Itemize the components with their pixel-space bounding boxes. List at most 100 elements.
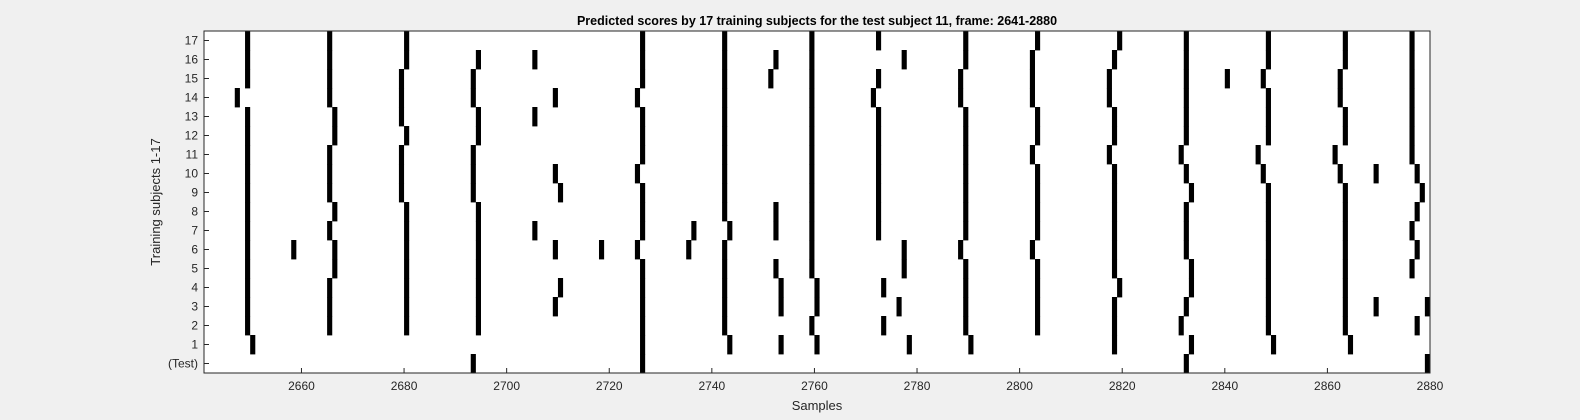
x-tick-label-2820: 2820 — [1109, 379, 1136, 393]
mark-row-8-2743 — [722, 202, 728, 222]
y-tick-label-10: 10 — [185, 167, 199, 181]
mark-row-14-2877 — [1409, 88, 1415, 108]
mark-row-11-2803 — [1029, 145, 1036, 165]
mark-row-7-2681 — [404, 221, 410, 241]
mark-row-3-2710 — [552, 297, 558, 317]
mark-row-6-2803 — [1029, 240, 1036, 260]
mark-row-4-2790 — [963, 278, 969, 298]
mark-row-11-2862 — [1332, 145, 1338, 165]
mark-row-11-2743 — [722, 145, 728, 165]
mark-row-15-2680 — [398, 69, 405, 89]
mark-row-4-2820 — [1117, 278, 1123, 298]
mark-row-14-2694 — [470, 88, 476, 108]
mark-row-16-2681 — [404, 50, 410, 70]
mark-row-15-2803 — [1029, 69, 1036, 89]
mark-row-9-2773 — [875, 183, 882, 203]
mark-row-2-2790 — [963, 316, 969, 336]
mark-row-17-2727 — [640, 31, 646, 51]
mark-row-12-2727 — [640, 126, 646, 146]
mark-row-13-2680 — [398, 107, 405, 127]
mark-row-16-2864 — [1342, 50, 1348, 70]
mark-row-7-2650 — [245, 221, 251, 241]
x-tick-label-2800: 2800 — [1006, 379, 1033, 393]
mark-row-15-2818 — [1106, 69, 1112, 89]
plot-area — [204, 31, 1430, 373]
mark-row-4-2695 — [475, 278, 481, 298]
mark-row-12-2849 — [1265, 126, 1271, 146]
mark-row-12-2773 — [875, 126, 882, 146]
mark-row-12-2804 — [1035, 126, 1041, 146]
mark-row-8-2650 — [245, 202, 251, 222]
mark-row-14-2648 — [234, 88, 240, 108]
mark-row-9-2650 — [245, 183, 251, 203]
mark-row-7-2760 — [809, 221, 815, 241]
mark-row-9-2849 — [1265, 183, 1271, 203]
mark-row-15-2848 — [1260, 69, 1266, 89]
mark-row-10-2773 — [875, 164, 882, 184]
mark-row-2-2832 — [1178, 316, 1184, 336]
mark-row-15-2789 — [958, 69, 964, 89]
mark-row-9-2680 — [398, 183, 405, 203]
mark-row-14-2818 — [1106, 88, 1112, 108]
mark-row-8-2753 — [773, 202, 779, 222]
mark-row-6-2659 — [291, 240, 297, 260]
y-tick-label-12: 12 — [185, 129, 199, 143]
mark-row-5-2804 — [1035, 259, 1041, 279]
mark-row-3-2833 — [1183, 297, 1189, 317]
mark-row-17-2849 — [1265, 31, 1271, 51]
mark-row-15-2752 — [768, 69, 774, 89]
mark-row-2-2666 — [327, 316, 333, 336]
mark-row-10-2666 — [327, 164, 333, 184]
x-tick-label-2780: 2780 — [904, 379, 931, 393]
mark-row-2-2760 — [809, 316, 815, 336]
mark-row-5-2760 — [809, 259, 815, 279]
y-tick-label-5: 5 — [191, 262, 198, 276]
mark-row-14-2803 — [1029, 88, 1036, 108]
mark-row-17-2820 — [1117, 31, 1123, 51]
mark-row-5-2681 — [404, 259, 410, 279]
mark-row-11-2666 — [327, 145, 333, 165]
mark-row-11-2773 — [875, 145, 882, 165]
mark-row-12-2790 — [963, 126, 969, 146]
mark-row-3-2743 — [722, 297, 728, 317]
mark-row-6-2760 — [809, 240, 815, 260]
mark-row-4-2727 — [640, 278, 646, 298]
mark-row-6-2681 — [404, 240, 410, 260]
mark-row-10-2870 — [1373, 164, 1379, 184]
mark-row-9-2790 — [963, 183, 969, 203]
y-tick-label-16: 16 — [185, 53, 199, 67]
mark-row-7-2706 — [532, 221, 538, 241]
mark-row-15-2833 — [1183, 69, 1189, 89]
mark-row-test-2727 — [640, 354, 646, 374]
mark-row-4-2834 — [1188, 278, 1195, 298]
y-tick-label-8: 8 — [191, 205, 198, 219]
mark-row-8-2667 — [332, 202, 338, 222]
mark-row-7-2744 — [727, 221, 733, 241]
mark-row-9-2864 — [1342, 183, 1348, 203]
mark-row-3-2681 — [404, 297, 410, 317]
mark-row-4-2743 — [722, 278, 728, 298]
mark-row-2-2804 — [1035, 316, 1041, 336]
mark-row-6-2710 — [552, 240, 558, 260]
mark-row-10-2680 — [398, 164, 405, 184]
mark-row-17-2864 — [1342, 31, 1348, 51]
mark-row-7-2877 — [1409, 221, 1415, 241]
mark-row-1-2651 — [250, 335, 256, 355]
mark-row-test-2694 — [470, 354, 476, 374]
mark-row-6-2726 — [634, 240, 641, 260]
mark-row-15-2743 — [722, 69, 728, 89]
mark-row-8-2727 — [640, 202, 646, 222]
mark-row-1-2744 — [727, 335, 733, 355]
mark-row-10-2710 — [552, 164, 558, 184]
mark-row-5-2849 — [1265, 259, 1271, 279]
mark-row-10-2833 — [1183, 164, 1189, 184]
y-tick-label-2: 2 — [191, 319, 198, 333]
mark-row-8-2773 — [875, 202, 882, 222]
x-axis: 2660 2680 2700 2720 2740 2760 2780 2800 2820 2840… — [288, 368, 1444, 393]
mark-row-2-2727 — [640, 316, 646, 336]
mark-row-9-2819 — [1111, 183, 1118, 203]
y-tick-label-6: 6 — [191, 243, 198, 257]
mark-row-12-2681 — [404, 126, 410, 146]
mark-row-test-2880 — [1424, 354, 1430, 374]
mark-row-12-2864 — [1342, 126, 1348, 146]
